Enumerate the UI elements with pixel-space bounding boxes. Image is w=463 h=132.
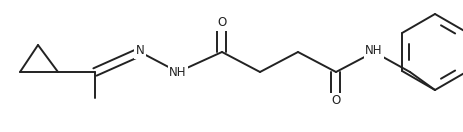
Text: N: N <box>135 44 144 58</box>
Text: NH: NH <box>169 65 186 79</box>
Text: NH: NH <box>364 44 382 58</box>
Text: O: O <box>217 16 226 29</box>
Text: O: O <box>331 95 340 107</box>
